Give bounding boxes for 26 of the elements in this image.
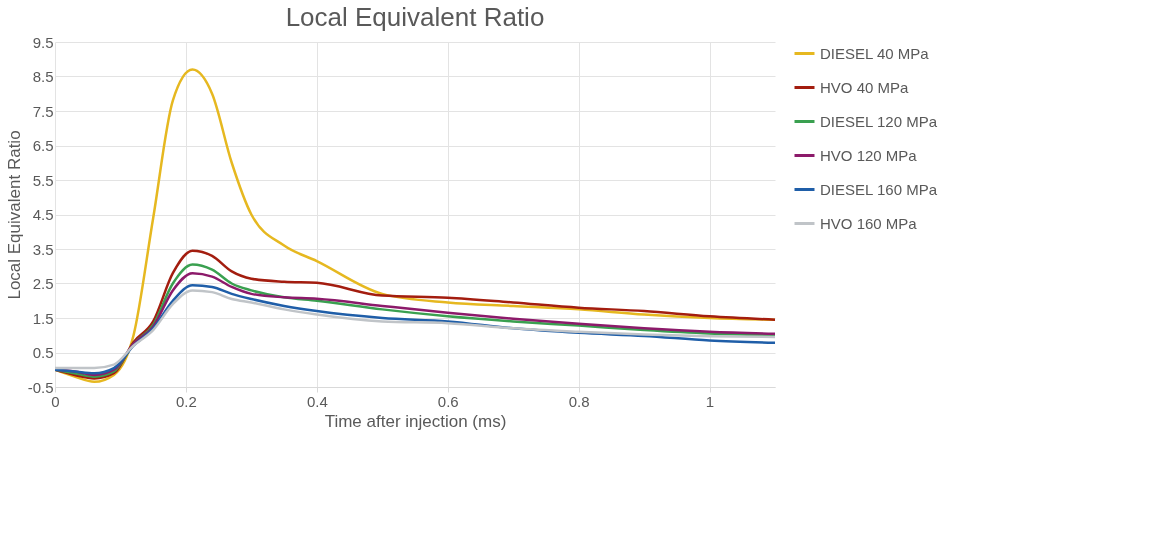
legend-label: DIESEL 120 MPa	[820, 112, 938, 130]
x-tick-label: 0.4	[306, 392, 328, 410]
x-tick-label: 0.8	[568, 392, 590, 410]
x-tick-label: 1	[705, 392, 715, 410]
y-tick-label: 9.5	[32, 33, 54, 51]
y-tick-label: 1.5	[32, 309, 54, 327]
y-tick-label: -0.5	[27, 378, 54, 396]
legend-label: DIESEL 40 MPa	[820, 44, 930, 62]
y-tick-label: 2.5	[32, 275, 54, 292]
x-axis-title: Time after injection (ms)	[324, 411, 507, 431]
y-tick-label: 6.5	[32, 137, 54, 154]
y-tick-label: 4.5	[32, 206, 54, 223]
y-tick-label: 5.5	[32, 171, 54, 189]
x-tick-label: 0	[51, 392, 60, 410]
y-tick-label: 0.5	[32, 344, 54, 361]
chart-title: Local Equivalent Ratio	[285, 2, 545, 32]
y-tick-label: 8.5	[32, 68, 54, 85]
y-axis-title: Local Equivalent Ratio	[4, 130, 24, 300]
legend-label: DIESEL 160 MPa	[820, 180, 938, 198]
y-tick-label: 7.5	[32, 102, 54, 120]
x-tick-label: 0.2	[175, 392, 197, 410]
legend-label: HVO 120 MPa	[820, 146, 918, 164]
y-tick-label: 3.5	[32, 240, 54, 258]
x-tick-label: 0.6	[437, 392, 459, 410]
legend-label: HVO 160 MPa	[820, 214, 918, 232]
legend-label: HVO 40 MPa	[820, 78, 910, 96]
